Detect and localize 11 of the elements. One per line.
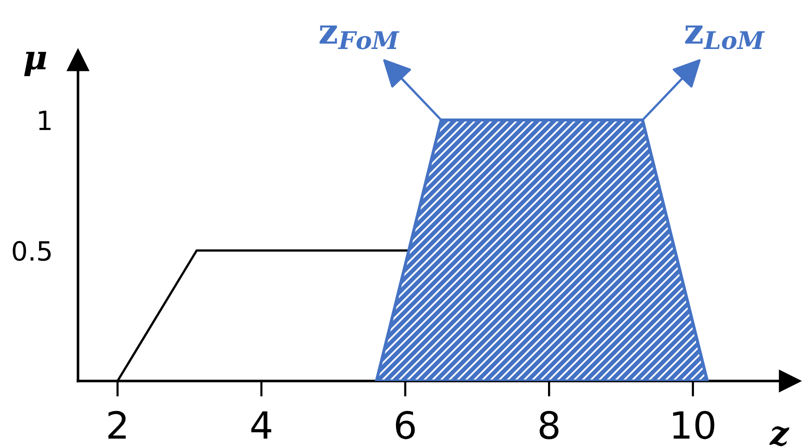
x-axis-title: z [769, 426, 790, 446]
x-tick-label: 2 [108, 410, 126, 439]
y-tick-label: 1 [39, 110, 51, 130]
y-axis-title: μ [24, 52, 46, 76]
x-tick-label: 6 [396, 410, 415, 440]
x-tick-label: 4 [251, 411, 272, 439]
y-tick-label: 0.5 [12, 240, 51, 261]
annotation: z$_{LoM}$ [685, 26, 765, 50]
annotation: z$_{FoM}$ [320, 26, 400, 50]
x-tick-label: 10 [673, 410, 714, 440]
x-tick-label: 8 [540, 410, 558, 440]
